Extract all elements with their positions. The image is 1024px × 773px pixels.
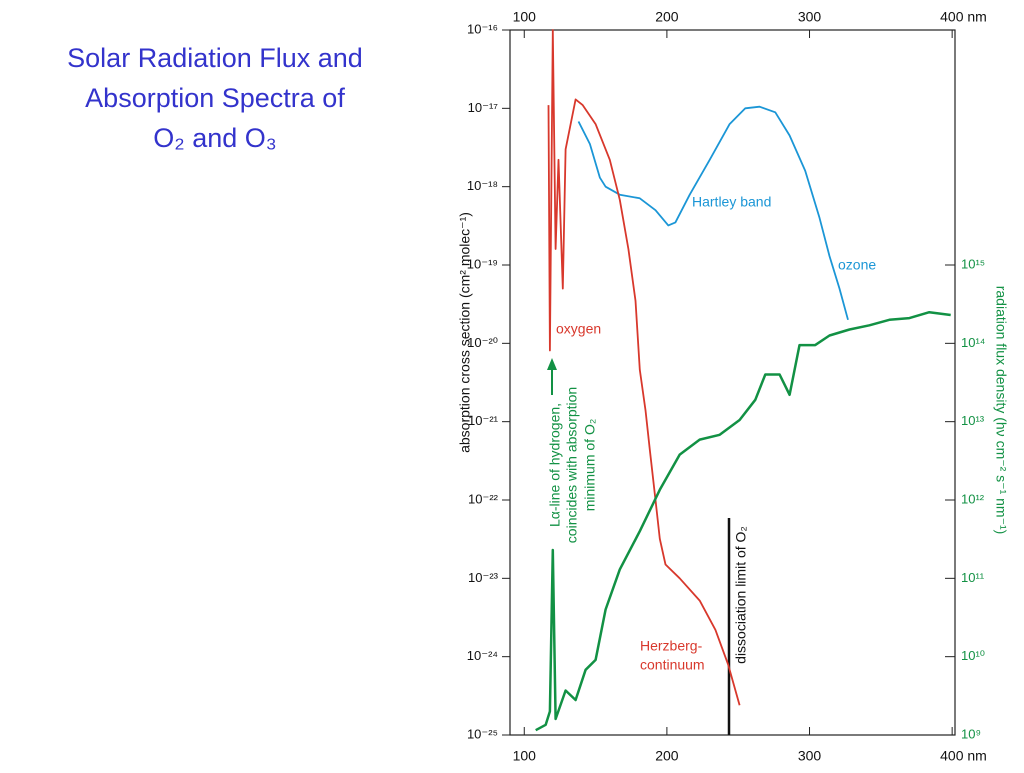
annotation: Hartley band	[692, 194, 771, 210]
annotation: oxygen	[556, 321, 601, 337]
annotation: Lα-line of hydrogen,	[547, 403, 563, 527]
y-tick-label: 10⁻¹⁸	[467, 178, 498, 193]
x-tick-label-bottom: 100	[513, 748, 537, 764]
arrow-head	[547, 358, 557, 370]
y2-tick-label: 10¹⁴	[961, 335, 985, 350]
y-tick-label: 10⁻²⁵	[467, 726, 498, 741]
annotation: ozone	[838, 257, 876, 273]
y2-tick-label: 10¹¹	[961, 570, 985, 585]
series-line	[577, 105, 849, 321]
annotation: continuum	[640, 657, 705, 673]
series-line	[547, 29, 741, 706]
y-tick-label: 10⁻¹⁶	[467, 21, 498, 36]
y2-tick-label: 10⁹	[961, 726, 981, 741]
y-tick-label: 10⁻²²	[468, 491, 499, 506]
y-tick-label: 10⁻²¹	[468, 413, 499, 428]
x-tick-label-top: 200	[655, 9, 679, 25]
y2-tick-label: 10¹⁰	[961, 648, 985, 663]
y-tick-label: 10⁻¹⁹	[467, 256, 498, 271]
x-tick-label-bottom: 200	[655, 748, 679, 764]
y-axis-label: absorption cross section (cm² molec⁻¹)	[457, 212, 473, 453]
slide-title: Absorption Spectra of	[85, 83, 345, 113]
x-tick-label-bottom: 300	[798, 748, 822, 764]
annotation: Herzberg-	[640, 638, 703, 654]
y-tick-label: 10⁻¹⁷	[468, 100, 499, 115]
annotation: dissociation limit of O₂	[733, 526, 749, 664]
y2-tick-label: 10¹³	[961, 413, 985, 428]
series-line	[535, 310, 951, 732]
annotation: coincides with absorption	[564, 387, 580, 543]
y-tick-label: 10⁻²⁰	[467, 335, 498, 350]
x-tick-label-bottom: 400 nm	[940, 748, 987, 764]
annotation: minimum of O₂	[582, 419, 598, 512]
x-tick-label-top: 300	[798, 9, 822, 25]
x-tick-label-top: 400 nm	[940, 9, 987, 25]
y2-tick-label: 10¹⁵	[961, 256, 985, 271]
slide-title: O₂ and O₃	[153, 123, 277, 153]
x-tick-label-top: 100	[513, 9, 537, 25]
plot-frame	[509, 29, 956, 736]
slide-title: Solar Radiation Flux and	[67, 43, 363, 73]
y2-tick-label: 10¹²	[961, 491, 985, 506]
y-tick-label: 10⁻²³	[468, 570, 499, 585]
y-tick-label: 10⁻²⁴	[467, 648, 498, 663]
y2-axis-label: radiation flux density (hν cm⁻² s⁻¹ nm⁻¹…	[993, 286, 1009, 535]
